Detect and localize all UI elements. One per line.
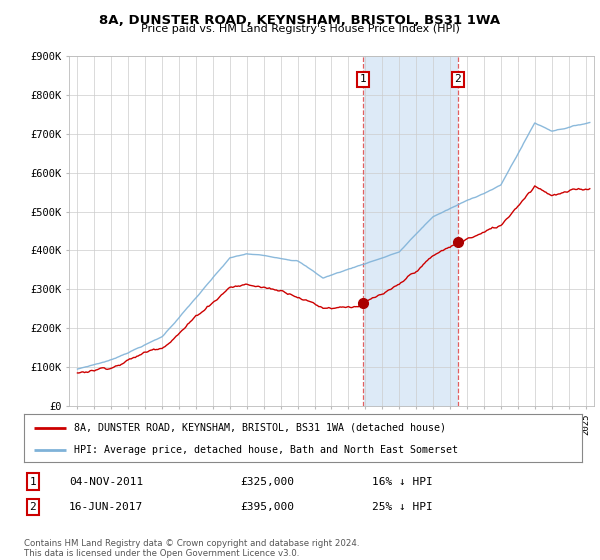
Text: 25% ↓ HPI: 25% ↓ HPI xyxy=(372,502,433,512)
Text: Contains HM Land Registry data © Crown copyright and database right 2024.
This d: Contains HM Land Registry data © Crown c… xyxy=(24,539,359,558)
Text: 2: 2 xyxy=(29,502,37,512)
Text: 16-JUN-2017: 16-JUN-2017 xyxy=(69,502,143,512)
Text: £395,000: £395,000 xyxy=(240,502,294,512)
Text: 1: 1 xyxy=(29,477,37,487)
Text: 16% ↓ HPI: 16% ↓ HPI xyxy=(372,477,433,487)
Text: £325,000: £325,000 xyxy=(240,477,294,487)
Text: 8A, DUNSTER ROAD, KEYNSHAM, BRISTOL, BS31 1WA (detached house): 8A, DUNSTER ROAD, KEYNSHAM, BRISTOL, BS3… xyxy=(74,423,446,433)
Text: HPI: Average price, detached house, Bath and North East Somerset: HPI: Average price, detached house, Bath… xyxy=(74,445,458,455)
Text: 04-NOV-2011: 04-NOV-2011 xyxy=(69,477,143,487)
Text: Price paid vs. HM Land Registry's House Price Index (HPI): Price paid vs. HM Land Registry's House … xyxy=(140,24,460,34)
Text: 1: 1 xyxy=(359,74,366,85)
Text: 8A, DUNSTER ROAD, KEYNSHAM, BRISTOL, BS31 1WA: 8A, DUNSTER ROAD, KEYNSHAM, BRISTOL, BS3… xyxy=(100,14,500,27)
Text: 2: 2 xyxy=(454,74,461,85)
